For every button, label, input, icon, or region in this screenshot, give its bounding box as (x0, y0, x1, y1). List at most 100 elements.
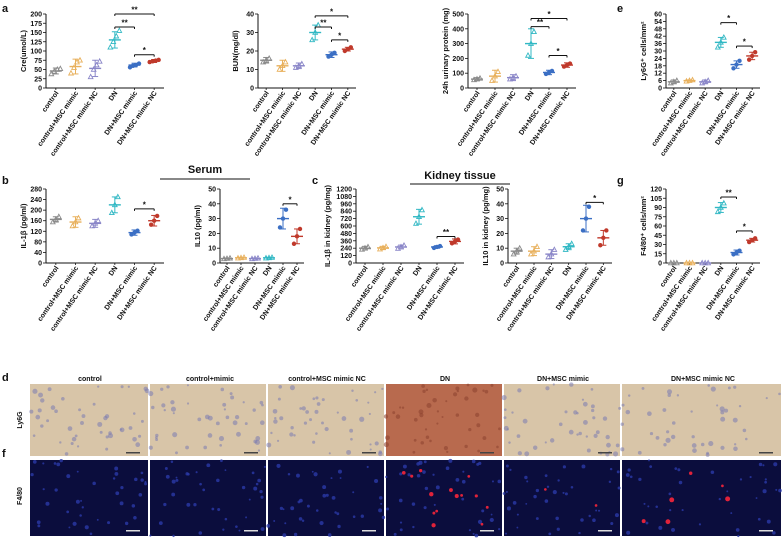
data-point (494, 68, 502, 74)
dapi-nucleus (472, 532, 475, 535)
data-point (717, 204, 724, 210)
y-tick-label: 0 (460, 86, 464, 93)
dapi-nucleus (325, 493, 329, 497)
data-point (223, 255, 231, 261)
dapi-nucleus (597, 509, 601, 512)
scale-bar (244, 530, 258, 532)
sig-label: ** (537, 18, 544, 27)
cell-nucleus (355, 398, 359, 402)
data-point (110, 38, 117, 44)
cell-nucleus (418, 409, 424, 415)
dapi-nucleus (516, 513, 519, 516)
data-point (530, 247, 538, 254)
data-point (95, 217, 102, 223)
dapi-nucleus (59, 458, 63, 463)
cell-nucleus (197, 417, 202, 422)
dapi-nucleus (399, 528, 403, 532)
dapi-nucleus (76, 470, 79, 473)
x-tick-label: DN (308, 90, 320, 102)
data-point (720, 33, 727, 40)
dapi-nucleus (533, 494, 537, 499)
cell-nucleus (498, 427, 501, 431)
y-axis-label: Ly6G⁺ cells/mm² (639, 21, 648, 81)
cell-nucleus (350, 437, 353, 441)
cell-nucleus (733, 443, 737, 446)
cell-nucleus (127, 385, 130, 388)
cell-nucleus (359, 416, 365, 422)
cell-nucleus (421, 384, 425, 388)
scale-bar (759, 452, 773, 454)
dapi-nucleus (418, 460, 423, 465)
dapi-nucleus (423, 460, 427, 464)
dapi-nucleus (570, 485, 574, 489)
f480-positive-cell (544, 488, 547, 491)
data-point (90, 66, 97, 72)
cell-nucleus (605, 434, 610, 440)
cell-nucleus (585, 435, 589, 438)
sig-label: ** (122, 18, 129, 27)
f480-positive-cell (480, 522, 484, 526)
cell-nucleus (236, 431, 241, 437)
cell-nucleus (426, 402, 432, 409)
dapi-nucleus (298, 517, 303, 521)
cell-nucleus (671, 421, 676, 425)
cell-nucleus (475, 412, 480, 417)
dapi-nucleus (562, 491, 565, 494)
dapi-nucleus (92, 481, 96, 486)
data-point (513, 247, 520, 254)
dapi-nucleus (171, 479, 176, 484)
cell-nucleus (508, 441, 511, 444)
data-point (702, 259, 709, 266)
cell-nucleus (229, 392, 233, 396)
cell-nucleus (50, 405, 56, 410)
cell-nucleus (620, 447, 625, 452)
cell-nucleus (392, 411, 396, 415)
dapi-nucleus (386, 507, 390, 511)
cell-nucleus (544, 441, 547, 444)
dapi-nucleus (260, 495, 264, 499)
cell-nucleus (278, 385, 282, 389)
f480-tile (622, 460, 781, 536)
dapi-nucleus (435, 485, 440, 490)
f480-positive-cell (641, 519, 646, 524)
cell-nucleus (727, 386, 731, 390)
y-tick-label: 80 (34, 239, 42, 246)
data-point (551, 246, 558, 252)
dapi-nucleus (140, 471, 144, 475)
data-point (251, 255, 259, 261)
cell-nucleus (299, 407, 303, 410)
cell-nucleus (314, 409, 319, 414)
data-point (52, 215, 59, 222)
data-point (87, 73, 94, 80)
scale-bar (362, 530, 376, 532)
data-point (548, 250, 555, 257)
dapi-nucleus (625, 473, 630, 477)
y-tick-label: 30 (208, 216, 216, 223)
dapi-nucleus (737, 534, 740, 538)
cell-nucleus (222, 402, 227, 407)
data-point (549, 68, 555, 74)
f480-positive-cell (665, 519, 671, 525)
data-point (737, 58, 742, 64)
panel-letter-e: e (617, 3, 623, 15)
y-tick-label: 30 (246, 30, 254, 37)
dapi-nucleus (337, 524, 341, 529)
dapi-nucleus (138, 493, 143, 497)
data-point (265, 254, 273, 261)
cell-nucleus (618, 406, 622, 410)
dapi-nucleus (339, 477, 342, 479)
cell-nucleus (662, 408, 667, 412)
sig-label: * (288, 195, 292, 204)
dapi-nucleus (608, 480, 612, 484)
data-point (699, 259, 706, 266)
data-point (280, 216, 286, 221)
cell-nucleus (67, 426, 73, 431)
y-tick-label: 40 (208, 201, 216, 208)
cell-nucleus (78, 408, 82, 412)
cell-nucleus (719, 406, 725, 412)
histology-grid: control control+mimic control+MSC mimic … (17, 376, 782, 538)
cell-nucleus (35, 414, 41, 420)
